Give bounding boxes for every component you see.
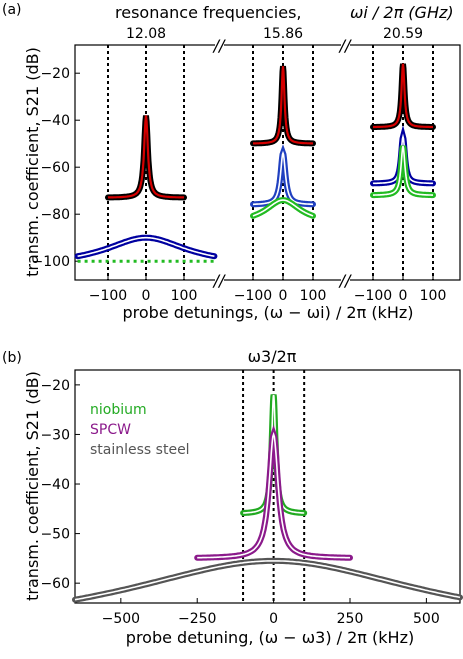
panel-a: (a) resonance frequencies, ωi / 2π (GHz)… [2, 2, 461, 322]
panel-b-legend-item: niobium [90, 402, 147, 418]
panel-b-plot: −60 −50 −40 −30 −20 −500 −250 0 250 500 [40, 370, 463, 627]
panel-a-series-data [74, 234, 218, 260]
panel-a-resonance-label: 15.86 [263, 26, 303, 42]
panel-b-ytick-label: −50 [40, 527, 70, 543]
panel-b-legend-item: stainless steel [90, 442, 190, 458]
panel-a-xtick-label: −100 [354, 288, 392, 304]
panel-a-series-fit [107, 115, 185, 199]
panel-a-break-mark: // [212, 36, 226, 55]
panel-a-ytick-label: −40 [40, 113, 70, 129]
panel-a-series-fit [252, 199, 314, 217]
panel-a-series-fit [253, 150, 313, 206]
panel-a-ylabel: transm. coefficient, S21 (dB) [23, 47, 42, 277]
panel-a-resonance-label: 20.59 [383, 26, 423, 42]
panel-a-xtick-label: 0 [399, 288, 408, 304]
panel-b-xtick-label: 500 [413, 611, 440, 627]
panel-a-series-fit [372, 133, 434, 185]
panel-a-break-gap [215, 43, 224, 47]
panel-b-ytick-label: −30 [40, 427, 70, 443]
panel-b: (b) ω3/2π −60 −50 −40 −30 −20 −500 −250 0 250 500… [2, 347, 463, 647]
panel-a-xtick-label: 100 [300, 288, 327, 304]
panel-a-xtick-label: −100 [89, 288, 127, 304]
panel-b-top-title: ω3/2π [248, 347, 297, 366]
panel-a-break-gap [341, 278, 350, 282]
panel-a-xlabel: probe detunings, (ω − ωi) / 2π (kHz) [122, 303, 413, 322]
panel-a-break-mark: // [212, 271, 226, 290]
panel-a-ytick-label: −100 [32, 254, 70, 270]
panel-b-ylabel: transm. coefficient, S21 (dB) [23, 371, 42, 601]
panel-b-series-fit [74, 560, 461, 601]
panel-a-break-gap [341, 43, 350, 47]
panel-b-series-fit [243, 394, 305, 514]
panel-a-xtick-label: 0 [279, 288, 288, 304]
panel-a-series-data [370, 145, 436, 199]
panel-a-label: (a) [2, 2, 22, 18]
panel-a-break-mark: // [338, 271, 352, 290]
panel-a-top-title: resonance frequencies, [115, 3, 302, 22]
panel-b-xtick-label: 0 [269, 611, 278, 627]
panel-b-legend-item: SPCW [90, 422, 131, 438]
panel-b-legend: niobium SPCW stainless steel [90, 402, 190, 458]
panel-b-xtick-label: −250 [178, 611, 216, 627]
panel-b-series-fit [197, 431, 350, 559]
panel-a-xtick-label: 0 [142, 288, 151, 304]
panel-a-ytick-label: −60 [40, 160, 70, 176]
panel-a-series-fit [373, 145, 433, 196]
panel-a-xtick-label: 100 [171, 288, 198, 304]
panel-a-break-gap [215, 278, 224, 282]
panel-a-series-fit [77, 236, 215, 257]
panel-a-ytick-label: −20 [40, 66, 70, 82]
panel-a-break-mark: // [338, 36, 352, 55]
panel-b-xtick-label: −500 [102, 611, 140, 627]
panel-a-frame [74, 44, 461, 281]
panel-b-xlabel: probe detuning, (ω − ω3) / 2π (kHz) [126, 628, 414, 647]
panel-b-ytick-label: −40 [40, 477, 70, 493]
panel-a-resonance-label: 12.08 [126, 26, 166, 42]
panel-a-top-symbol: ωi / 2π (GHz) [350, 3, 454, 22]
panel-b-label: (b) [2, 350, 22, 366]
panel-a-ytick-label: −80 [40, 207, 70, 223]
panel-b-xtick-label: 250 [337, 611, 364, 627]
panel-a-series-fit [253, 66, 313, 145]
panel-b-ytick-label: −20 [40, 378, 70, 394]
panel-b-frame [74, 369, 461, 604]
panel-b-ytick-label: −60 [40, 576, 70, 592]
panel-a-series-fit [373, 63, 433, 129]
panel-a-xtick-label: 100 [420, 288, 447, 304]
panel-a-xtick-label: −100 [234, 288, 272, 304]
panel-b-series-data [72, 557, 463, 603]
